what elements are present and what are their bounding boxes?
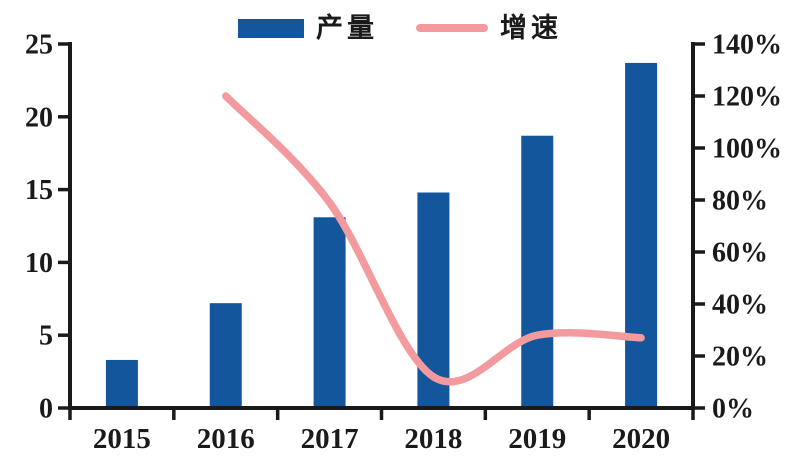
production-bar-2015: [105, 359, 138, 408]
x-axis-tick-label: 2020: [612, 423, 670, 455]
right-axis-tick-label: 20%: [712, 342, 768, 373]
left-axis-tick-label: 0: [39, 394, 53, 425]
right-axis-tick-label: 120%: [712, 82, 782, 113]
growth-rate-line: [222, 92, 645, 386]
production-bar-2017: [313, 217, 346, 408]
right-axis-tick-label: 80%: [712, 186, 768, 217]
right-axis-tick-label: 60%: [712, 238, 768, 269]
left-axis-tick-label: 15: [25, 175, 53, 206]
left-axis-tick-label: 10: [25, 248, 53, 279]
right-axis-tick-label: 40%: [712, 290, 768, 321]
left-axis-tick-label: 20: [25, 102, 53, 133]
left-axis-tick-label: 25: [25, 30, 53, 61]
left-axis-tick-label: 5: [39, 321, 53, 352]
x-axis-tick-label: 2018: [404, 423, 462, 455]
x-axis-tick-label: 2015: [93, 423, 151, 455]
production-bar-2020: [625, 62, 658, 408]
production-bar-2016: [209, 303, 242, 408]
x-axis-tick-label: 2019: [508, 423, 566, 455]
x-axis-tick-label: 2016: [197, 423, 255, 455]
right-axis-tick-label: 0%: [712, 394, 754, 425]
right-axis-tick-label: 100%: [712, 134, 782, 165]
production-bar-2019: [521, 135, 554, 408]
right-axis-tick-label: 140%: [712, 30, 782, 61]
x-axis-tick-label: 2017: [301, 423, 359, 455]
